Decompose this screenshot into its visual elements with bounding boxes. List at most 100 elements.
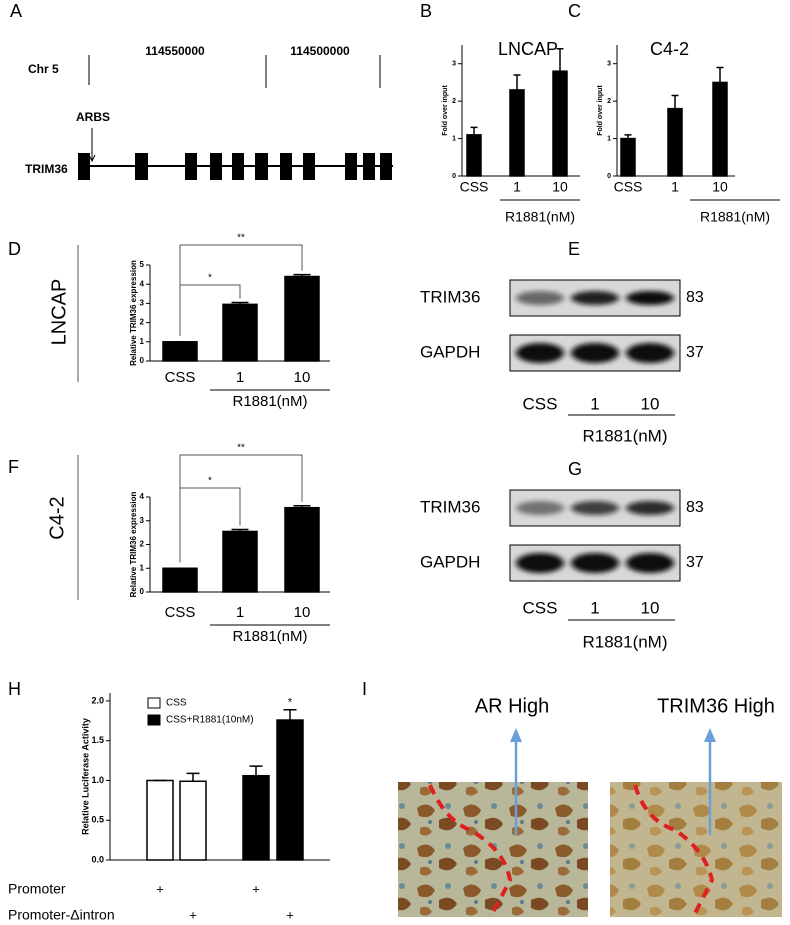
blot-band	[571, 343, 619, 363]
legend-label: CSS	[166, 698, 187, 709]
significance-label: **	[237, 443, 245, 454]
lane-label: 1	[590, 394, 599, 413]
x-tick-label: 1	[513, 179, 521, 195]
blot-band	[626, 553, 674, 573]
lane-label: 1	[590, 598, 599, 617]
histology: AR High TRIM36 High	[398, 695, 782, 919]
error-bar	[293, 273, 311, 277]
chromosome-label: Chr 5	[28, 62, 59, 76]
condition-mark: +	[156, 881, 164, 896]
chart-title: C4-2	[650, 39, 689, 59]
group-label: R1881(nM)	[505, 209, 575, 225]
error-bar	[186, 772, 200, 782]
panel-letter: I	[362, 679, 367, 699]
group-label: R1881(nM)	[582, 426, 667, 445]
y-axis-label: Relative TRIM36 expression	[129, 491, 138, 597]
lane-label: CSS	[523, 598, 558, 617]
y-tick-label: 0	[140, 356, 145, 365]
gene-diagram: Chr 5 114550000 114500000 ARBS TRIM36	[25, 44, 393, 180]
lane-label: CSS	[523, 394, 558, 413]
condition-label: Promoter-Δintron	[8, 907, 115, 923]
bar	[276, 719, 304, 861]
protein-label: GAPDH	[420, 342, 480, 361]
bar	[222, 303, 258, 362]
significance-label: *	[208, 476, 212, 487]
bar	[712, 81, 728, 177]
size-label: 83	[686, 499, 704, 516]
bar	[146, 779, 174, 861]
x-tick-label: CSS	[614, 179, 643, 195]
error-bar	[513, 74, 521, 90]
bar	[162, 567, 198, 593]
condition-label: Promoter	[8, 881, 66, 897]
x-tick-label: 10	[294, 369, 311, 386]
blot-band	[516, 553, 564, 573]
group-label: R1881(nM)	[232, 393, 307, 410]
y-tick-label: 1.0	[91, 775, 104, 785]
significance-label: *	[288, 697, 293, 709]
significance-label: *	[208, 273, 212, 284]
cell-line-label: LNCAP	[48, 279, 70, 346]
bar	[242, 774, 270, 861]
panel-letter: D	[8, 239, 21, 259]
bar	[667, 107, 683, 177]
size-label: 83	[686, 289, 704, 306]
position-label: 114550000	[145, 44, 205, 58]
blot-band	[626, 291, 674, 305]
boundary-line	[633, 784, 715, 918]
condition-mark: +	[252, 881, 260, 896]
bar	[552, 70, 568, 177]
group-label: R1881(nM)	[582, 632, 667, 651]
cell-line-label: C4-2	[46, 496, 68, 539]
group-label: R1881(nM)	[700, 209, 770, 225]
legend-label: CSS+R1881(10nM)	[166, 715, 254, 726]
y-tick-label: 0.0	[91, 854, 104, 864]
blot-band	[516, 343, 564, 363]
y-tick-label: 3	[140, 299, 145, 308]
y-tick-label: 1	[607, 135, 611, 142]
x-tick-label: 1	[671, 179, 679, 195]
chart-title: LNCAP	[498, 39, 558, 59]
legend-swatch	[147, 714, 161, 726]
panel-letter: F	[8, 457, 19, 477]
bar	[284, 506, 320, 593]
bar	[509, 89, 525, 177]
error-bar	[231, 301, 249, 305]
y-tick-label: 3	[607, 61, 611, 68]
significance-bracket	[179, 454, 303, 563]
y-tick-label: 2	[607, 98, 611, 105]
blot-band	[571, 553, 619, 573]
y-tick-label: 1	[140, 337, 145, 346]
y-tick-label: 2	[140, 540, 145, 549]
exons	[78, 153, 392, 180]
x-tick-label: 10	[712, 179, 728, 195]
histology-label: TRIM36 High	[657, 695, 775, 717]
y-tick-label: 2	[140, 318, 145, 327]
error-bar	[671, 94, 679, 109]
site-label: ARBS	[76, 110, 110, 124]
y-tick-label: 3	[452, 61, 456, 68]
y-tick-label: 0.5	[91, 815, 104, 825]
y-tick-label: 2	[452, 98, 456, 105]
condition-mark: +	[286, 907, 294, 922]
panel-letter: G	[568, 459, 582, 479]
arrowhead	[510, 728, 522, 742]
significance-label: **	[237, 233, 245, 244]
panel-letter: E	[568, 239, 580, 259]
error-bar	[249, 765, 263, 776]
blot-band	[516, 501, 564, 515]
arrowhead	[704, 728, 716, 742]
y-tick-label: 0	[607, 173, 611, 180]
y-tick-label: 1	[140, 563, 145, 572]
condition-mark: +	[189, 907, 197, 922]
histology-label: AR High	[475, 695, 549, 717]
size-label: 37	[686, 344, 704, 361]
bar	[466, 134, 482, 177]
y-axis-label: Relative TRIM36 expression	[129, 260, 138, 366]
blot-band	[516, 291, 564, 305]
panel-letter: H	[8, 679, 21, 699]
y-tick-label: 0	[140, 587, 145, 596]
error-bar	[231, 528, 249, 532]
blot-band	[626, 343, 674, 363]
